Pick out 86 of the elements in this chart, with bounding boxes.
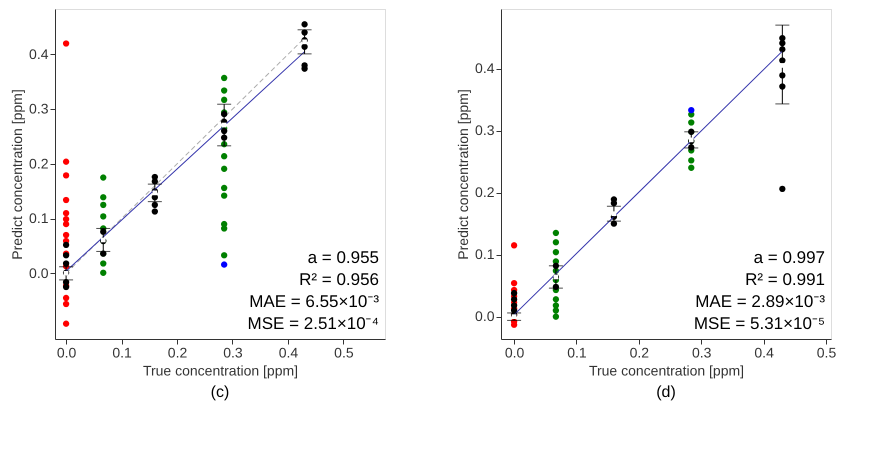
annotation: a = 0.955 <box>308 248 379 267</box>
point <box>222 122 227 128</box>
x-axis-title: True concentration [ppm] <box>588 362 744 378</box>
annotation: R² = 0.991 <box>745 270 825 289</box>
point <box>552 249 560 256</box>
point <box>510 290 518 296</box>
x-tick-label: 0.1 <box>567 344 587 360</box>
y-tick-label: 0.3 <box>475 122 495 138</box>
point <box>779 186 786 192</box>
x-tick-label: 0.4 <box>754 344 774 360</box>
point <box>62 300 70 308</box>
point <box>152 208 158 215</box>
text: (c) <box>210 384 230 401</box>
point <box>62 242 70 248</box>
x-tick-label: 0.0 <box>56 344 77 360</box>
annotation: MAE = 2.89×10⁻³ <box>695 292 826 311</box>
point <box>552 239 560 246</box>
y-tick-label: 0.3 <box>29 100 49 117</box>
x-tick-label: 0.3 <box>692 344 712 360</box>
point <box>62 260 70 267</box>
point <box>152 202 158 208</box>
point <box>552 230 560 236</box>
point <box>221 261 228 268</box>
point <box>100 213 106 220</box>
point <box>221 225 228 232</box>
x-tick-label: 0.5 <box>816 344 836 360</box>
y-tick-label: 0.2 <box>29 155 49 172</box>
y-axis-title: Predict concentration [ppm] <box>455 89 472 260</box>
x-tick-label: 0.5 <box>334 344 354 360</box>
point <box>100 174 106 181</box>
point <box>510 242 518 248</box>
x-tick-label: 0.3 <box>223 344 243 360</box>
point <box>612 211 616 216</box>
point <box>510 280 518 286</box>
point <box>221 166 228 172</box>
annotation: MSE = 5.31×10⁻⁵ <box>694 314 825 333</box>
point <box>301 21 308 28</box>
point <box>62 196 70 204</box>
point <box>100 270 106 276</box>
annotation: a = 0.997 <box>754 248 825 267</box>
point <box>100 202 106 208</box>
point <box>62 294 70 302</box>
point <box>688 164 694 171</box>
point <box>221 252 228 258</box>
point <box>221 153 228 160</box>
point <box>221 74 228 82</box>
point <box>221 96 228 103</box>
point <box>62 320 70 327</box>
annotation: MAE = 6.55×10⁻³ <box>249 292 380 311</box>
point <box>100 260 106 267</box>
point <box>552 296 560 302</box>
point <box>221 192 228 199</box>
x-tick-label: 0.2 <box>630 344 650 360</box>
y-tick-label: 0.4 <box>29 46 49 62</box>
point <box>552 314 560 320</box>
point <box>62 220 70 228</box>
x-tick-label: 0.1 <box>112 344 132 360</box>
y-tick-label: 0.2 <box>475 184 495 200</box>
x-tick-label: 0.2 <box>168 344 188 360</box>
y-tick-label: 0.1 <box>29 210 49 226</box>
annotation: MSE = 2.51×10⁻⁴ <box>248 314 379 333</box>
y-tick-label: 0.4 <box>475 60 495 76</box>
y-tick-label: 0.0 <box>475 308 495 324</box>
y-axis-title: Predict concentration [ppm] <box>9 89 26 260</box>
point <box>688 106 694 114</box>
point <box>688 119 694 126</box>
point <box>552 307 560 314</box>
point <box>62 232 70 238</box>
point <box>62 158 70 165</box>
point <box>62 172 70 179</box>
y-tick-label: 0.1 <box>475 246 495 262</box>
y-tick-label: 0.0 <box>29 264 49 281</box>
point <box>62 210 70 216</box>
point <box>100 194 106 200</box>
x-axis-title: True concentration [ppm] <box>142 362 298 378</box>
point <box>610 200 618 206</box>
x-tick-label: 0.0 <box>504 344 525 360</box>
point <box>688 157 694 164</box>
x-tick-label: 0.4 <box>278 344 298 360</box>
text: (d) <box>656 384 676 401</box>
annotation: R² = 0.956 <box>299 270 379 289</box>
point <box>152 190 158 196</box>
point <box>221 184 228 192</box>
point <box>62 40 70 47</box>
point <box>221 87 228 94</box>
point <box>510 296 518 302</box>
